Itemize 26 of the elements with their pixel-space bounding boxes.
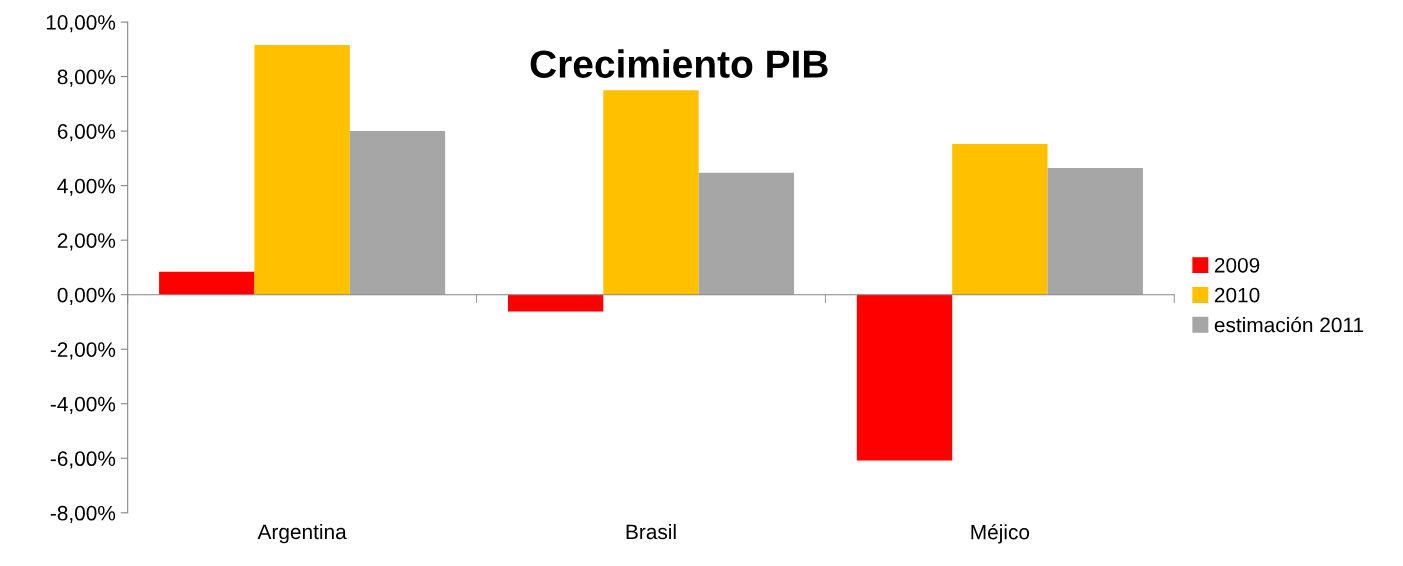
legend-label: 2010 (1214, 287, 1260, 303)
x-tick-label: Méjico (971, 523, 1030, 544)
bar (856, 294, 953, 461)
bar (952, 143, 1048, 295)
y-tick-label: 10,00% (46, 15, 116, 33)
bar (698, 172, 795, 295)
x-tick-label: Brasil (626, 523, 676, 540)
y-tick-label: -6,00% (50, 451, 116, 469)
legend-label: 2009 (1214, 257, 1260, 273)
bar (159, 271, 255, 295)
y-tick-label: 2,00% (57, 233, 116, 251)
bar (349, 131, 446, 295)
y-tick-label: 0,00% (57, 287, 116, 305)
y-tick-label: -2,00% (50, 342, 116, 360)
bar (254, 44, 350, 295)
bar (507, 294, 604, 312)
bar (1047, 167, 1143, 295)
legend-label: estimación 2011 (1214, 316, 1364, 333)
y-tick-label: 4,00% (57, 178, 116, 196)
bar (603, 90, 699, 295)
y-tick-label: -4,00% (50, 396, 116, 414)
text: Crecimiento PIB (530, 49, 828, 78)
y-tick-label: -8,00% (50, 505, 116, 524)
x-tick-label: Argentina (257, 523, 347, 544)
y-tick-label: 8,00% (57, 69, 116, 87)
y-tick-label: 6,00% (57, 124, 116, 142)
